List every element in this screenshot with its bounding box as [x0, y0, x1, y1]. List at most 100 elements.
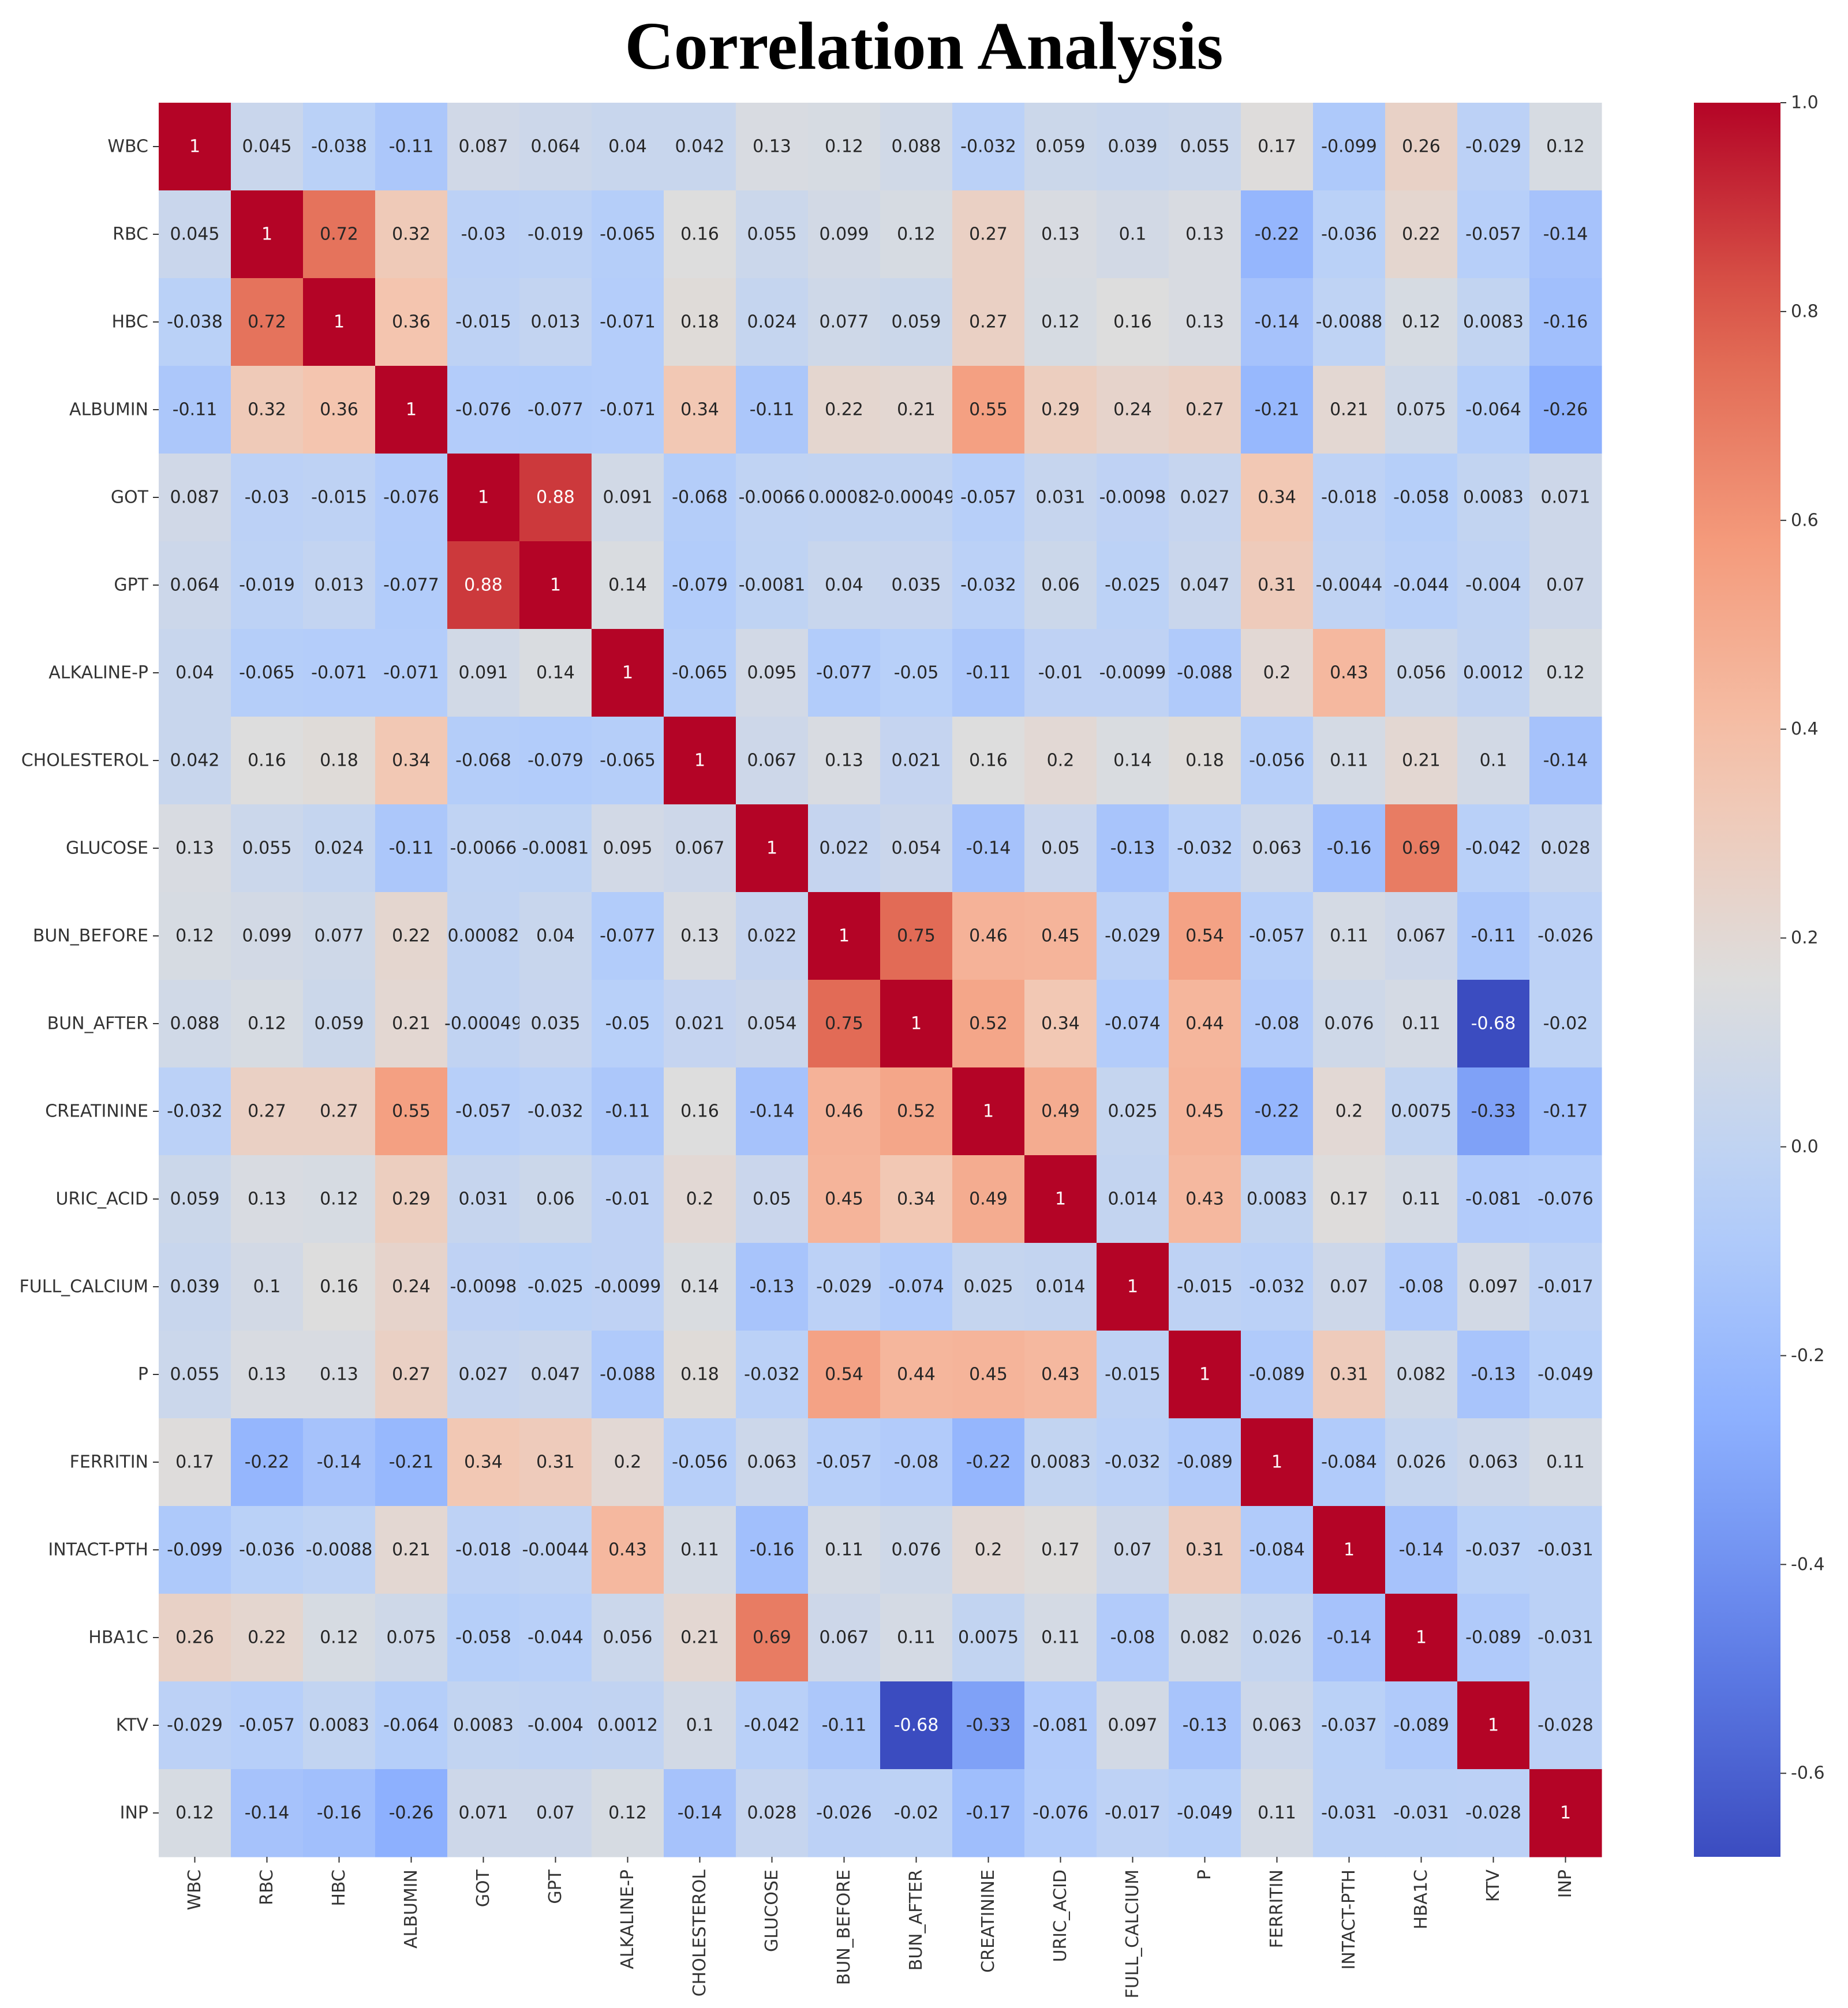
heatmap-cell — [1024, 1331, 1097, 1419]
heatmap-cell — [303, 278, 376, 366]
cell-value-label: 0.31 — [1330, 1365, 1368, 1385]
heatmap-cell — [592, 804, 664, 893]
cell-value-label: 0.26 — [1402, 137, 1441, 157]
cell-value-label: 0.69 — [753, 1628, 791, 1648]
heatmap-cell — [664, 366, 736, 454]
cell-value-label: 0.27 — [320, 1102, 358, 1122]
column-label: FERRITIN — [1267, 1870, 1287, 1948]
heatmap-cell — [880, 1331, 953, 1419]
cell-value-label: 0.059 — [315, 1014, 364, 1034]
cell-value-label: -0.08 — [1110, 1628, 1155, 1648]
cell-value-label: -0.038 — [167, 312, 223, 332]
cell-value-label: 0.29 — [392, 1189, 431, 1209]
cell-value-label: 0.88 — [464, 575, 503, 595]
cell-value-label: 0.12 — [248, 1014, 286, 1034]
heatmap-cell — [519, 1506, 592, 1594]
heatmap-cell — [519, 1594, 592, 1682]
cell-value-label: 0.27 — [248, 1102, 286, 1122]
cell-value-label: 0.05 — [1041, 838, 1080, 859]
heatmap-cell — [736, 1418, 809, 1507]
heatmap-cell — [880, 892, 953, 980]
cell-value-label: 0.076 — [892, 1540, 941, 1560]
heatmap-cell — [1024, 629, 1097, 717]
heatmap-cell — [592, 629, 664, 717]
cell-value-label: 0.059 — [1036, 137, 1086, 157]
heatmap-cell — [159, 1594, 231, 1682]
heatmap-cell — [1097, 454, 1169, 542]
heatmap-cell — [1024, 1594, 1097, 1682]
cell-value-label: -0.11 — [1471, 926, 1516, 946]
cell-value-label: -0.081 — [1033, 1715, 1088, 1736]
heatmap-cell — [1313, 454, 1386, 542]
heatmap-cell — [159, 629, 231, 717]
heatmap-cell — [1024, 190, 1097, 279]
cell-value-label: 0.2 — [1263, 663, 1291, 683]
heatmap-cell — [1097, 629, 1169, 717]
cell-value-label: -0.044 — [1393, 575, 1449, 595]
cell-value-label: 0.52 — [897, 1102, 936, 1122]
cell-value-label: 0.0083 — [309, 1715, 369, 1736]
heatmap-cell — [1457, 103, 1530, 191]
column-label: RBC — [257, 1870, 277, 1905]
cell-value-label: 0.024 — [315, 838, 364, 859]
cell-value-label: -0.084 — [1321, 1452, 1377, 1473]
column-label: WBC — [185, 1870, 205, 1910]
heatmap-cell — [519, 278, 592, 366]
heatmap-cell — [808, 541, 881, 630]
cell-value-label: -0.064 — [1465, 400, 1521, 420]
heatmap-cell — [1169, 103, 1241, 191]
cell-value-label: 0.18 — [680, 312, 719, 332]
cell-value-label: 0.13 — [1185, 312, 1224, 332]
cell-value-label: 0.12 — [608, 1803, 647, 1823]
row-label: CREATININE — [45, 1102, 148, 1122]
cell-value-label: -0.032 — [167, 1102, 223, 1122]
heatmap-cell — [159, 103, 231, 191]
heatmap-cell — [1313, 717, 1386, 805]
heatmap-cell — [303, 892, 376, 980]
heatmap-cell — [736, 1506, 809, 1594]
cell-value-label: 1 — [1488, 1715, 1499, 1736]
heatmap-cell — [1385, 190, 1458, 279]
row-label: GLUCOSE — [66, 838, 148, 859]
cell-value-label: -0.0081 — [522, 838, 589, 859]
cell-value-label: 0.21 — [1330, 400, 1368, 420]
heatmap-cell — [303, 1155, 376, 1243]
heatmap-cell — [1169, 717, 1241, 805]
cell-value-label: 0.064 — [170, 575, 220, 595]
heatmap-cell — [1457, 717, 1530, 805]
heatmap-cell — [1241, 1418, 1314, 1507]
cell-value-label: 0.46 — [969, 926, 1008, 946]
heatmap-cell — [880, 980, 953, 1068]
heatmap-cell — [1024, 1681, 1097, 1770]
cell-value-label: 0.055 — [747, 224, 797, 245]
heatmap-cell — [1097, 1506, 1169, 1594]
heatmap-cell — [736, 804, 809, 893]
heatmap-cell — [231, 629, 304, 717]
heatmap-cell — [592, 1594, 664, 1682]
heatmap-cell — [664, 717, 736, 805]
heatmap-cell — [1169, 1067, 1241, 1156]
cell-value-label: 0.26 — [175, 1628, 214, 1648]
heatmap-cell — [1457, 1681, 1530, 1770]
heatmap-cell — [808, 804, 881, 893]
cell-value-label: -0.076 — [1033, 1803, 1088, 1823]
cell-value-label: -0.0044 — [522, 1540, 589, 1560]
cell-value-label: 0.13 — [248, 1365, 286, 1385]
cell-value-label: -0.037 — [1321, 1715, 1377, 1736]
cell-value-label: -0.0081 — [739, 575, 806, 595]
heatmap-cell — [664, 1155, 736, 1243]
heatmap-cell — [231, 1681, 304, 1770]
cell-value-label: 0.54 — [1185, 926, 1224, 946]
cell-value-label: 0.067 — [820, 1628, 869, 1648]
heatmap-cell — [375, 1681, 448, 1770]
cell-value-label: 1 — [550, 575, 561, 595]
cell-value-label: 0.026 — [1397, 1452, 1446, 1473]
heatmap-cell — [1385, 1681, 1458, 1770]
heatmap-cell — [736, 1331, 809, 1419]
heatmap-cell — [880, 629, 953, 717]
heatmap-cell — [519, 454, 592, 542]
colorbar-tick-label: -0.4 — [1791, 1554, 1825, 1575]
heatmap-cell — [1024, 717, 1097, 805]
heatmap-cell — [447, 1418, 520, 1507]
heatmap-cell — [664, 892, 736, 980]
